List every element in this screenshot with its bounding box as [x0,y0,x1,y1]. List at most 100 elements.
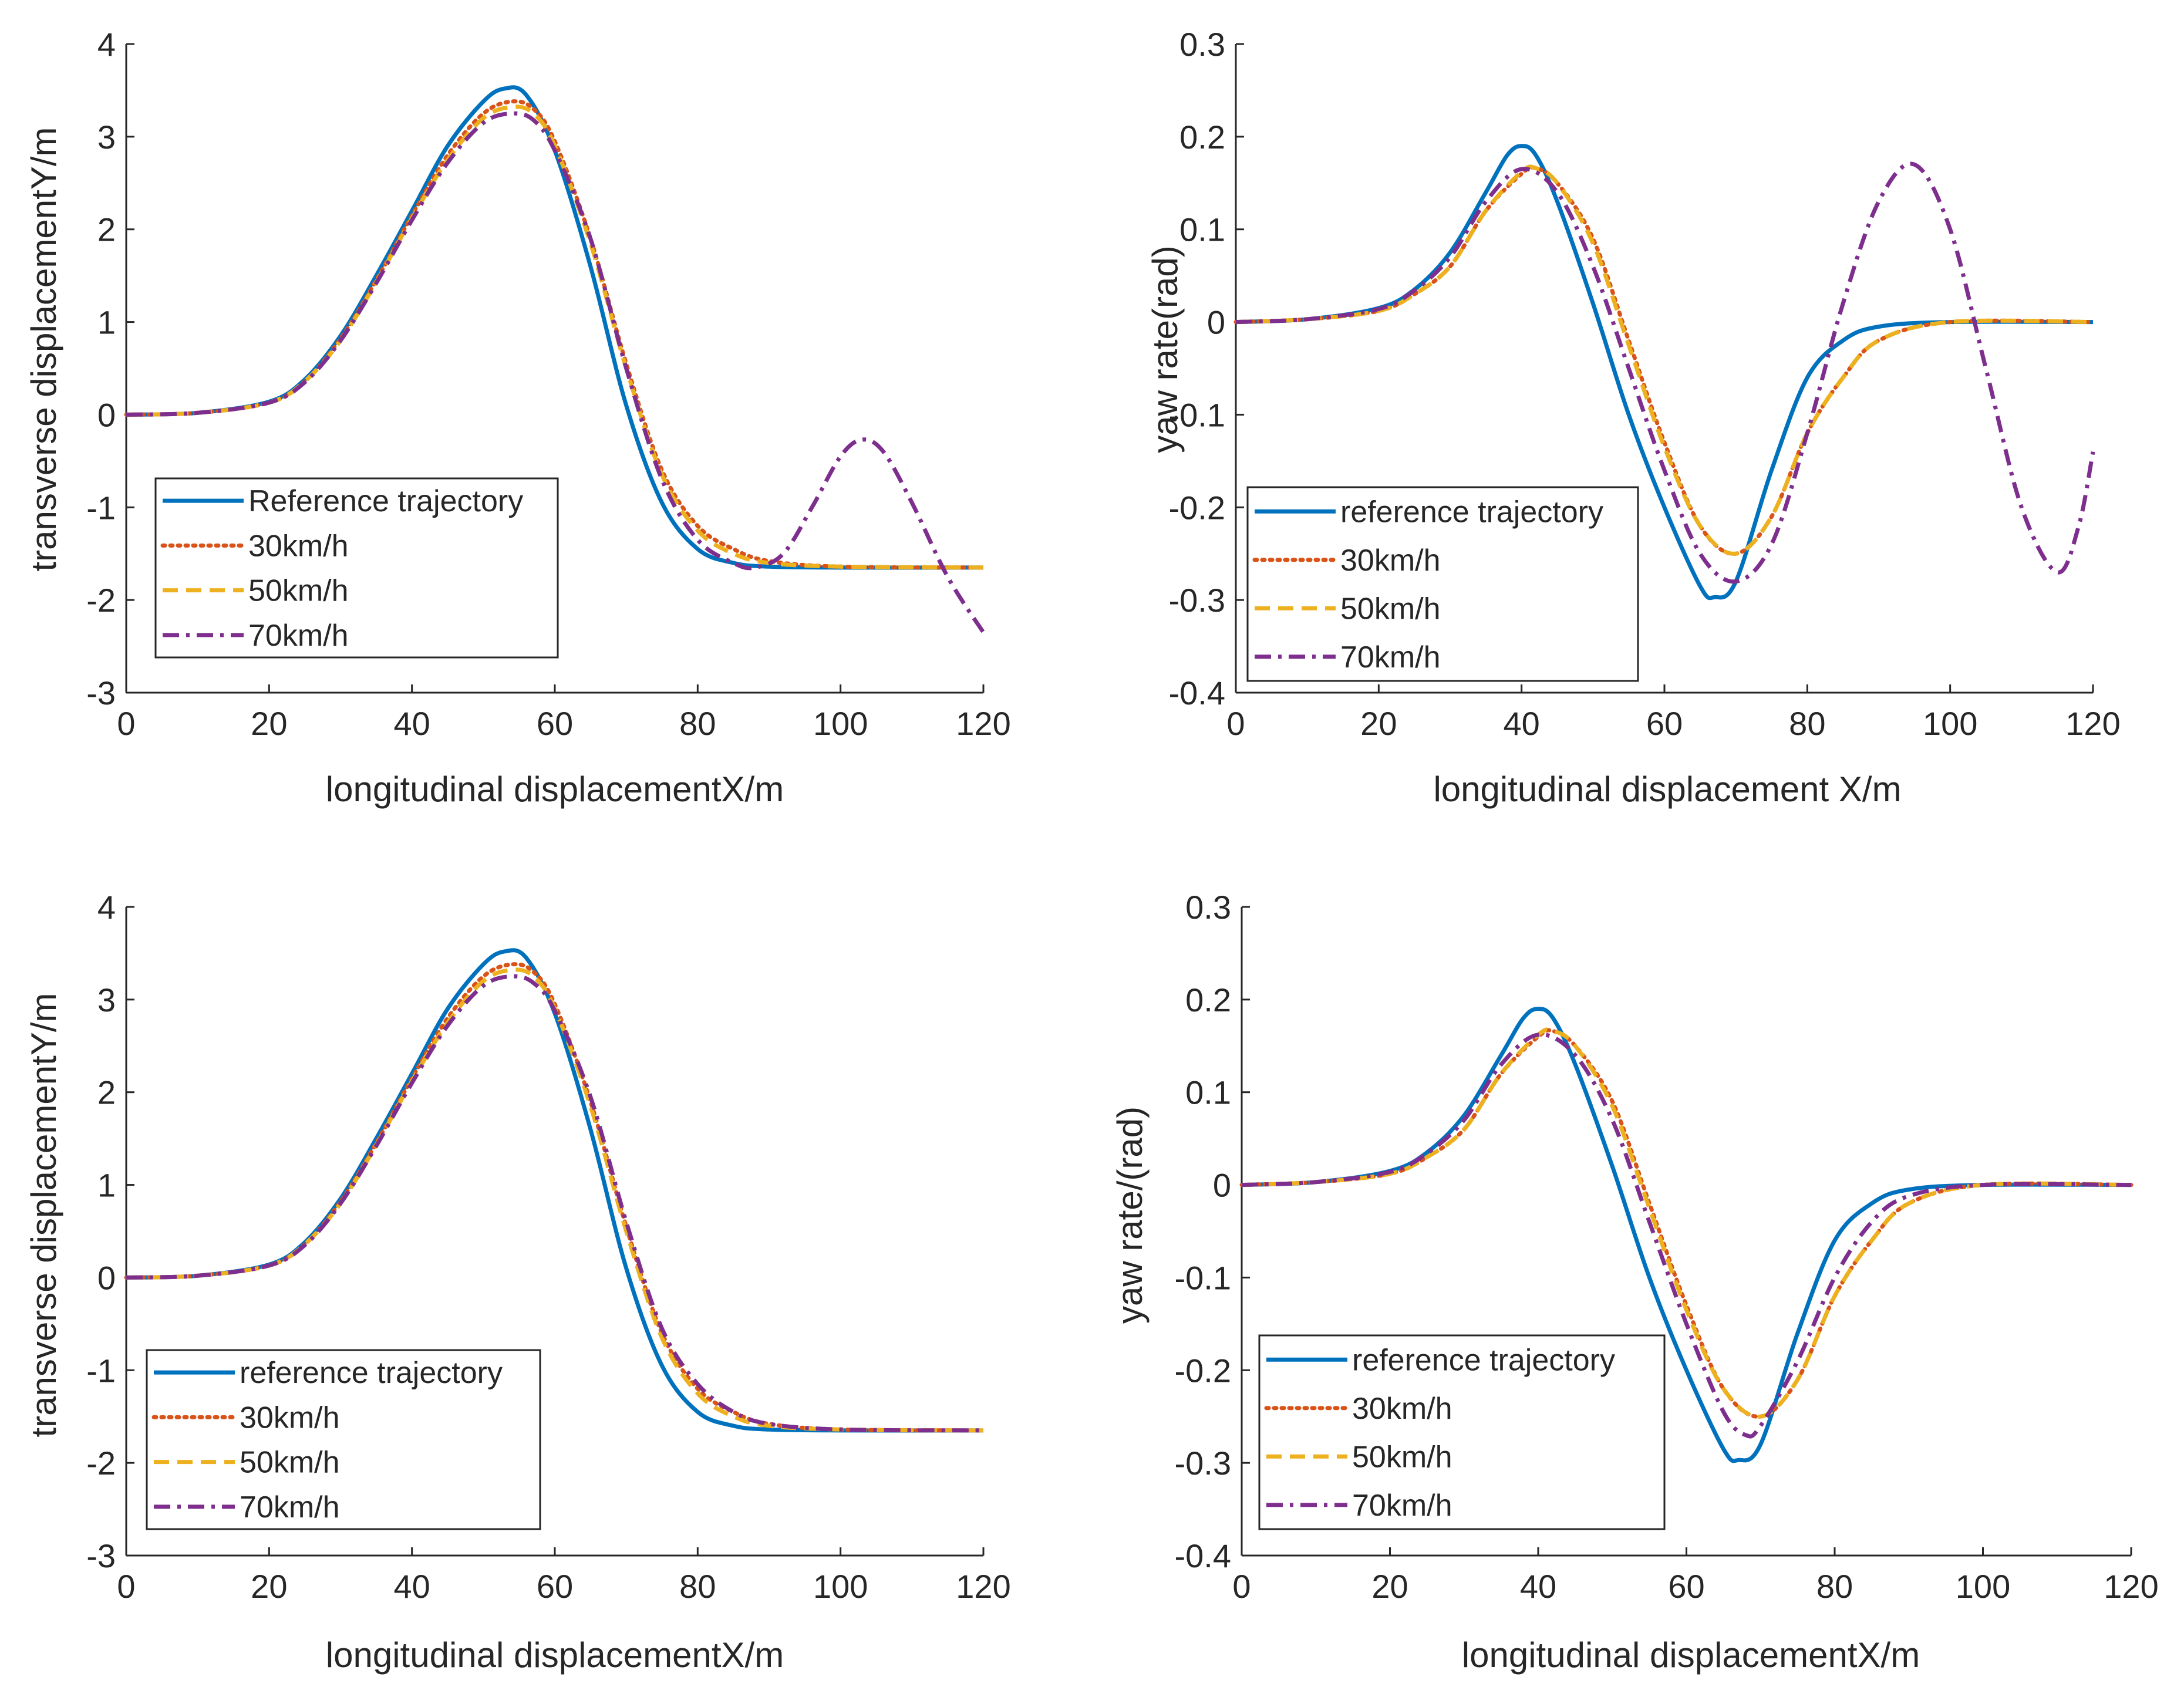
panel-top-right: yaw rate(rad) longitudinal displacement … [1145,26,2121,809]
xlabel-bottom-right: longitudinal displacementX/m [1462,1635,1920,1675]
series-line-v70 [126,974,984,1433]
y-tick-label: 0 [1213,1167,1231,1204]
legend-box [1246,486,1639,682]
y-tick-label: -1 [86,1352,116,1389]
series-line-v70 [126,111,985,634]
y-tick-label: 0.3 [1185,889,1231,926]
x-tick-label: 20 [251,705,287,742]
legend-label: reference trajectory [240,1356,503,1390]
y-tick-label: -3 [86,1537,116,1574]
x-tick-label: 120 [956,705,1010,742]
xlabel-bottom-left: longitudinal displacementX/m [326,1635,784,1675]
y-tick-label: -0.1 [1169,396,1226,433]
x-tick-label: 80 [1816,1568,1853,1605]
y-tick-label: 0.1 [1179,211,1225,248]
legend-label: 50km/h [1340,592,1441,626]
y-tick-label: 4 [97,26,116,63]
y-tick-label: 4 [97,889,116,926]
y-tick-label: -2 [86,1445,116,1482]
y-tick-label: 0 [97,1259,116,1296]
x-tick-label: 40 [1520,1568,1556,1605]
x-tick-label: 100 [1956,1568,2010,1605]
series-line-v50 [126,967,984,1433]
series-line-v50 [1241,1027,2132,1419]
legend-label: 30km/h [248,529,349,563]
series-line-reference [1241,1007,2132,1463]
legend-label: 70km/h [1340,640,1441,674]
panel-top-left: transverse displacementY/m longitudinal … [24,26,1011,809]
y-tick-label: -0.2 [1169,489,1226,526]
legend-label: 50km/h [1352,1440,1452,1474]
y-tick-label: 0.3 [1179,26,1225,63]
x-tick-label: 120 [2065,705,2120,742]
x-tick-label: 100 [813,1568,868,1605]
x-tick-label: 20 [1360,705,1397,742]
y-tick-label: 1 [97,304,116,341]
legend-label: 30km/h [1352,1392,1452,1426]
series-line-v70 [1235,161,2095,584]
x-tick-label: 0 [1226,705,1245,742]
ylabel-bottom-left: transverse displacementY/m [24,993,63,1438]
y-tick-label: -0.4 [1175,1537,1232,1574]
y-tick-label: 1 [97,1167,116,1204]
legend-box [154,477,559,659]
y-tick-label: 3 [97,981,116,1018]
y-tick-label: -2 [86,582,116,619]
y-tick-label: 2 [97,211,116,248]
ylabel-top-right: yaw rate(rad) [1145,245,1185,453]
x-tick-label: 120 [2104,1568,2158,1605]
y-tick-label: -0.2 [1175,1352,1232,1389]
legend-label: Reference trajectory [248,484,523,518]
legend-label: 50km/h [240,1446,340,1480]
y-tick-label: -0.3 [1175,1445,1232,1482]
legend-tr: reference trajectory 30km/h 50km/h 70km/h [1246,486,1639,682]
y-tick-label: -0.4 [1169,674,1226,711]
y-tick-label: 3 [97,119,116,156]
x-tick-label: 80 [1789,705,1825,742]
legend-label: 50km/h [248,574,349,608]
legend-label: 70km/h [248,619,349,653]
x-tick-label: 100 [1923,705,1977,742]
y-tick-label: 0.1 [1185,1074,1231,1111]
y-tick-label: -3 [86,674,116,711]
x-tick-label: 20 [251,1568,287,1605]
x-tick-label: 0 [117,705,135,742]
ylabel-bottom-right: yaw rate/(rad) [1110,1106,1150,1324]
legend-label: reference trajectory [1352,1343,1615,1377]
legend-label: 30km/h [240,1401,340,1435]
x-tick-label: 60 [1668,1568,1704,1605]
legend-bl: reference trajectory 30km/h 50km/h 70km/h [146,1349,541,1530]
legend-box [146,1349,541,1530]
x-tick-label: 80 [679,1568,716,1605]
y-tick-label: 2 [97,1074,116,1111]
x-tick-label: 20 [1371,1568,1408,1605]
x-tick-label: 0 [1232,1568,1251,1605]
series-line-v70 [1241,1033,2132,1439]
y-tick-label: 0.2 [1185,981,1231,1018]
x-tick-label: 40 [1504,705,1540,742]
panel-bottom-left: transverse displacementY/m longitudinal … [24,889,1011,1675]
legend-label: reference trajectory [1340,495,1603,529]
x-tick-label: 0 [117,1568,135,1605]
x-tick-label: 120 [956,1568,1010,1605]
xlabel-top-right: longitudinal displacement X/m [1433,770,1901,809]
legend-box [1258,1334,1666,1530]
ylabel-top-left: transverse displacementY/m [24,127,63,572]
legend-br: reference trajectory 30km/h 50km/h 70km/h [1258,1334,1666,1530]
y-tick-label: 0 [1207,304,1225,341]
legend-tl: Reference trajectory 30km/h 50km/h 70km/h [154,477,559,659]
x-tick-label: 40 [394,705,430,742]
y-tick-label: -1 [86,489,116,526]
panel-bottom-right: yaw rate/(rad) longitudinal displacement… [1110,889,2159,1675]
y-tick-label: 0 [97,396,116,433]
x-tick-label: 60 [537,1568,573,1605]
x-tick-label: 100 [813,705,868,742]
series-line-v50 [1235,164,2094,556]
x-tick-label: 60 [1646,705,1683,742]
x-tick-label: 60 [537,705,573,742]
series-line-v50 [126,104,984,570]
legend-label: 30km/h [1340,544,1441,578]
series-line-reference [1235,144,2094,600]
legend-label: 70km/h [1352,1489,1452,1523]
